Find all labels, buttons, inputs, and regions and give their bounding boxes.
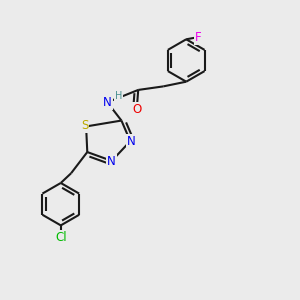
Text: N: N (107, 155, 116, 168)
Text: N: N (128, 135, 136, 148)
Text: N: N (103, 96, 112, 109)
Text: Cl: Cl (55, 231, 67, 244)
Text: F: F (195, 31, 201, 44)
Text: H: H (115, 92, 122, 101)
Text: O: O (132, 103, 141, 116)
Text: S: S (81, 119, 88, 132)
